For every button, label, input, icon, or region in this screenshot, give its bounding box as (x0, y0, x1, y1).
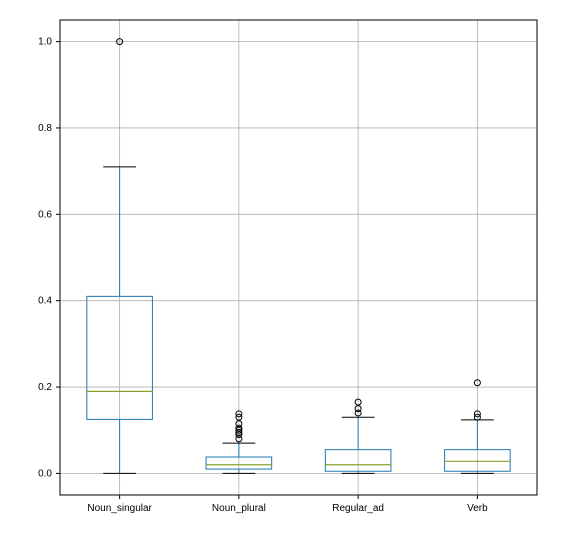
plot-area (60, 20, 537, 495)
chart-svg: 0.0 0.2 0.4 0.6 0.8 1.0 Noun_singular Noun_plur… (0, 0, 567, 535)
ytick-label: 0.2 (38, 382, 52, 393)
ytick-label: 0.8 (38, 123, 52, 134)
xtick-label: Noun_plural (212, 503, 266, 514)
ytick-label: 0.4 (38, 296, 52, 307)
ytick-label: 1.0 (38, 37, 52, 48)
boxplot-chart: 0.0 0.2 0.4 0.6 0.8 1.0 Noun_singular Noun_plur… (0, 0, 567, 535)
xtick-label: Regular_ad (332, 503, 384, 514)
ytick-label: 0.6 (38, 209, 52, 220)
ytick-label: 0.0 (38, 468, 52, 479)
xtick-label: Noun_singular (87, 503, 152, 514)
xtick-label: Verb (467, 503, 488, 514)
